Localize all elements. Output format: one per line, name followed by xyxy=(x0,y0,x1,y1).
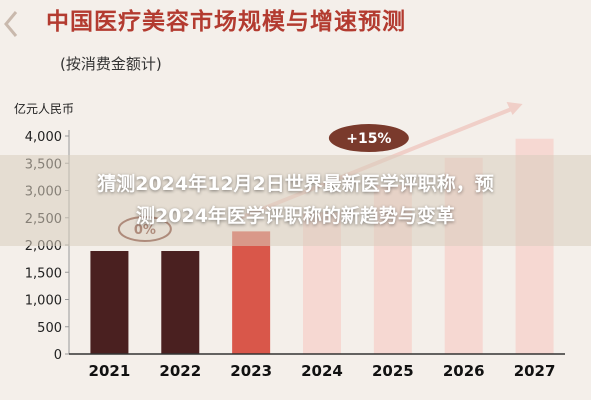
overlay-line-2: 测2024年医学评职称的新趋势与变革 xyxy=(136,205,455,227)
chart-subtitle: (按消费金额计) xyxy=(60,55,162,73)
x-tick-label: 2024 xyxy=(301,362,343,380)
x-tick-label: 2026 xyxy=(443,362,485,380)
x-tick-label: 2021 xyxy=(89,362,131,380)
y-axis-unit-label: 亿元人民币 xyxy=(14,102,75,116)
x-tick-label: 2027 xyxy=(514,362,556,380)
bar-2023 xyxy=(232,231,271,354)
y-tick-label: 1,500 xyxy=(25,266,62,281)
x-tick-label: 2023 xyxy=(230,362,272,380)
growth-arrow-head xyxy=(506,102,523,115)
overlay-line-1: 猜测2024年12月2日世界最新医学评职称，预 xyxy=(97,173,494,195)
y-tick-label: 1,000 xyxy=(25,294,62,309)
x-tick-label: 2022 xyxy=(159,362,201,380)
overlay-headline: 猜测2024年12月2日世界最新医学评职称，预 测2024年医学评职称的新趋势与… xyxy=(0,168,591,232)
y-tick-label: 500 xyxy=(37,321,62,336)
growth-badge-bg xyxy=(328,124,409,153)
bar-2021 xyxy=(90,250,129,354)
back-arrow-icon[interactable] xyxy=(0,0,24,48)
overlay-band xyxy=(0,155,591,246)
chart-title: 中国医疗美容市场规模与增速预测 xyxy=(46,9,406,35)
y-tick-label: 0 xyxy=(54,348,62,363)
x-tick-label: 2025 xyxy=(372,362,414,380)
bar-2022 xyxy=(161,250,200,354)
growth-badge-label: +15% xyxy=(346,131,391,147)
y-tick-label: 4,000 xyxy=(25,130,62,145)
